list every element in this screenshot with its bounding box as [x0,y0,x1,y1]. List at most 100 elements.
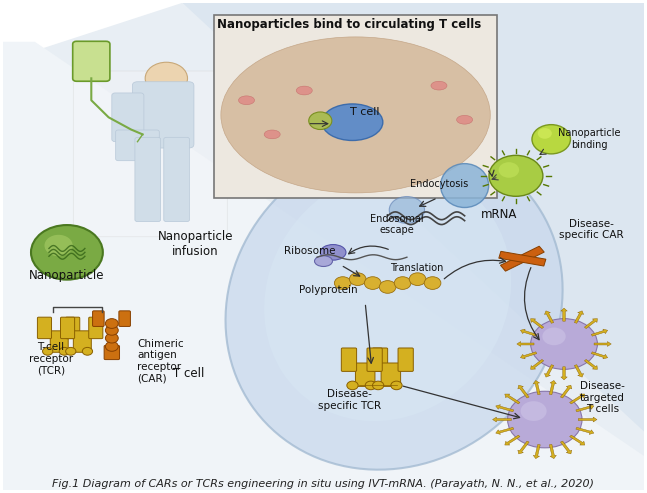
Circle shape [531,318,597,369]
Circle shape [499,162,519,178]
FancyBboxPatch shape [381,363,400,387]
Circle shape [105,318,118,328]
Ellipse shape [431,81,447,90]
FancyBboxPatch shape [373,348,388,371]
Polygon shape [500,246,544,271]
Polygon shape [3,42,644,490]
Circle shape [43,348,53,355]
FancyArrow shape [545,365,554,377]
Text: T cell: T cell [351,107,380,117]
FancyBboxPatch shape [398,348,413,371]
Circle shape [105,342,118,352]
FancyBboxPatch shape [61,317,74,339]
Circle shape [373,381,384,389]
Circle shape [365,381,377,389]
Text: Nanoparticle
infusion: Nanoparticle infusion [157,230,233,258]
Text: Endosomal
escape: Endosomal escape [371,214,424,235]
FancyArrow shape [591,352,608,359]
FancyArrow shape [531,359,543,369]
FancyArrow shape [496,405,514,412]
FancyArrow shape [517,342,534,347]
Ellipse shape [320,245,346,260]
Text: Disease-
specific CAR: Disease- specific CAR [559,218,624,240]
Text: Disease-
targeted
T cells: Disease- targeted T cells [580,381,625,414]
Circle shape [60,348,69,355]
Circle shape [521,401,547,421]
FancyBboxPatch shape [38,317,52,339]
Ellipse shape [389,197,424,223]
Circle shape [410,273,426,285]
Text: Nanoparticle
binding: Nanoparticle binding [558,129,621,150]
Text: T-cell
receptor
(TCR): T-cell receptor (TCR) [29,342,73,375]
FancyBboxPatch shape [342,348,356,371]
FancyBboxPatch shape [116,130,159,161]
FancyBboxPatch shape [93,311,104,326]
Circle shape [31,225,103,280]
Text: Fig.1 Diagram of CARs or TCRs engineering in situ using IVT-mRNA. (Parayath, N. : Fig.1 Diagram of CARs or TCRs engineerin… [52,479,595,489]
Text: Nanoparticle: Nanoparticle [29,269,105,282]
FancyArrow shape [505,435,520,445]
FancyArrow shape [545,311,554,323]
FancyArrow shape [518,385,529,398]
Circle shape [45,235,72,256]
FancyBboxPatch shape [73,71,227,237]
Circle shape [538,128,552,139]
FancyArrow shape [591,329,608,336]
Text: Translation: Translation [390,263,443,274]
Text: Endocytosis: Endocytosis [410,179,468,189]
FancyBboxPatch shape [119,311,131,326]
FancyBboxPatch shape [73,331,91,352]
Circle shape [82,348,93,355]
Circle shape [309,112,332,130]
Ellipse shape [226,141,563,470]
Ellipse shape [296,86,313,95]
FancyBboxPatch shape [135,138,160,222]
Text: Chimeric
antigen
receptor
(CAR): Chimeric antigen receptor (CAR) [137,339,184,384]
Ellipse shape [314,256,333,267]
Text: T cell: T cell [173,367,204,380]
Circle shape [391,381,402,389]
FancyArrow shape [531,318,543,328]
Circle shape [65,348,76,355]
FancyArrow shape [575,311,584,323]
Ellipse shape [264,170,511,421]
FancyArrow shape [569,435,585,445]
FancyArrow shape [505,394,520,404]
FancyArrow shape [520,352,537,359]
Circle shape [394,277,411,289]
FancyArrow shape [496,427,514,434]
FancyArrow shape [594,342,611,347]
Circle shape [542,327,565,345]
FancyBboxPatch shape [65,317,80,339]
Circle shape [105,333,118,343]
FancyBboxPatch shape [355,363,375,387]
Text: Nanoparticles bind to circulating T cells: Nanoparticles bind to circulating T cell… [217,18,481,31]
FancyArrow shape [560,385,572,398]
Circle shape [347,381,358,389]
Text: Disease-
specific TCR: Disease- specific TCR [318,389,380,411]
Ellipse shape [239,96,254,105]
Text: Ribosome: Ribosome [283,246,335,256]
Circle shape [532,125,571,154]
FancyArrow shape [575,365,584,377]
Circle shape [508,391,582,448]
FancyArrow shape [520,329,537,336]
FancyArrow shape [576,427,594,434]
FancyArrow shape [533,381,540,395]
Ellipse shape [221,37,490,193]
Circle shape [349,273,366,285]
Polygon shape [182,3,644,490]
Ellipse shape [264,130,280,139]
FancyArrow shape [584,359,597,369]
FancyBboxPatch shape [214,15,497,198]
Text: Polyprotein: Polyprotein [300,285,358,295]
FancyArrow shape [576,405,594,412]
FancyArrow shape [533,444,540,458]
FancyArrow shape [549,381,556,395]
FancyBboxPatch shape [133,82,194,148]
FancyBboxPatch shape [112,93,144,141]
Circle shape [105,325,118,335]
Circle shape [145,62,188,95]
Polygon shape [499,251,546,266]
Circle shape [424,277,441,289]
